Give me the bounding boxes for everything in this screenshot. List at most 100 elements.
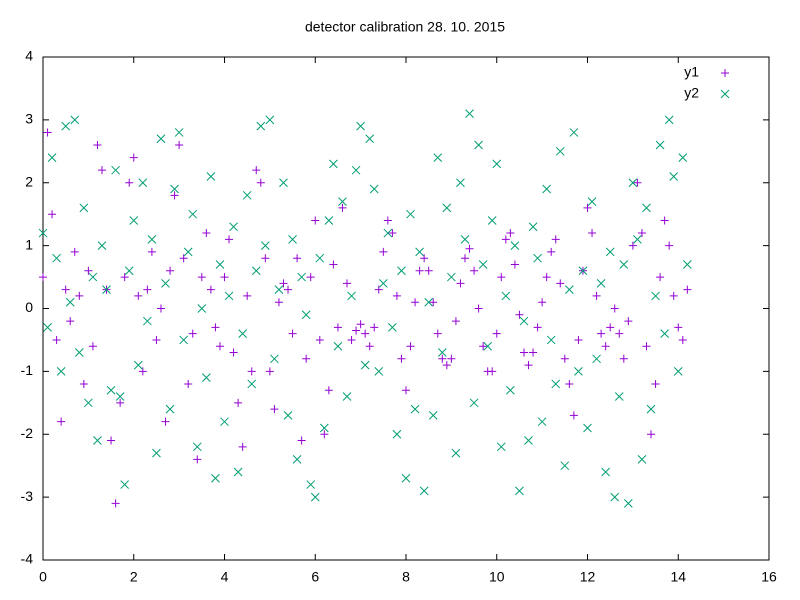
- point: [179, 254, 188, 263]
- point: [406, 209, 415, 219]
- point: [660, 216, 669, 225]
- point: [533, 253, 542, 263]
- y-tick-label: -3: [21, 488, 34, 504]
- point: [447, 272, 456, 282]
- point: [578, 266, 588, 276]
- point: [678, 153, 688, 162]
- x-tick-label: 2: [130, 569, 138, 585]
- point: [615, 329, 624, 338]
- point: [315, 253, 325, 263]
- point: [65, 297, 75, 307]
- x-tick-label: 12: [580, 569, 596, 585]
- point: [651, 379, 660, 388]
- point: [529, 348, 538, 357]
- legend-label: y2: [684, 85, 699, 101]
- x-tick-label: 6: [311, 569, 319, 585]
- point: [619, 354, 628, 363]
- legend-marker: [721, 69, 729, 77]
- point: [442, 361, 451, 370]
- point: [302, 354, 311, 363]
- point: [401, 473, 411, 483]
- point: [533, 323, 542, 332]
- point: [125, 178, 134, 187]
- point: [48, 210, 57, 219]
- point: [669, 172, 679, 181]
- point: [170, 191, 179, 200]
- point: [161, 417, 170, 426]
- point: [415, 247, 424, 257]
- point: [351, 165, 361, 175]
- point: [88, 272, 98, 282]
- point: [410, 404, 420, 414]
- point: [633, 178, 642, 187]
- point: [437, 348, 447, 357]
- point: [374, 367, 384, 376]
- point: [633, 234, 642, 244]
- point: [211, 473, 220, 483]
- x-tick-label: 4: [221, 569, 229, 585]
- point: [324, 386, 333, 395]
- point: [515, 486, 524, 496]
- point: [70, 115, 80, 125]
- point: [592, 354, 601, 364]
- point: [329, 260, 338, 269]
- point: [116, 398, 125, 407]
- point: [488, 367, 497, 376]
- point: [79, 203, 89, 213]
- point: [252, 166, 261, 175]
- point: [551, 235, 560, 244]
- point: [143, 316, 152, 326]
- point: [656, 273, 665, 282]
- point: [215, 260, 225, 269]
- point: [456, 279, 465, 288]
- point: [487, 216, 497, 225]
- point: [319, 423, 329, 433]
- point: [378, 278, 388, 288]
- point: [592, 291, 601, 300]
- point: [229, 348, 238, 357]
- x-tick-label: 0: [39, 569, 47, 585]
- point: [379, 247, 388, 256]
- point: [288, 329, 297, 338]
- point: [451, 448, 461, 458]
- point: [546, 335, 556, 345]
- point: [202, 229, 211, 238]
- point: [420, 254, 429, 263]
- point: [574, 367, 583, 376]
- point: [442, 203, 452, 213]
- point: [243, 291, 252, 300]
- point: [419, 486, 429, 496]
- point: [292, 455, 302, 464]
- point: [324, 216, 334, 225]
- point: [333, 323, 342, 332]
- point: [247, 379, 257, 389]
- point: [501, 291, 511, 301]
- point: [102, 285, 111, 294]
- point: [188, 329, 197, 338]
- point: [628, 241, 637, 250]
- point: [524, 361, 533, 370]
- point: [642, 203, 651, 213]
- point: [673, 367, 683, 376]
- x-tick-label: 14: [670, 569, 686, 585]
- point: [88, 342, 97, 351]
- point: [138, 178, 148, 188]
- point: [338, 197, 347, 206]
- point: [265, 367, 274, 376]
- point: [551, 379, 561, 389]
- point: [39, 273, 47, 282]
- point: [260, 241, 270, 250]
- point: [279, 279, 288, 288]
- point: [306, 480, 316, 489]
- point: [329, 159, 338, 169]
- point: [555, 146, 565, 156]
- point: [156, 304, 165, 313]
- point: [470, 266, 479, 275]
- point: [360, 360, 370, 370]
- point: [429, 298, 438, 307]
- point: [392, 291, 401, 300]
- legend-label: y1: [684, 64, 699, 80]
- point: [510, 241, 520, 250]
- point: [175, 141, 184, 150]
- point: [297, 272, 306, 282]
